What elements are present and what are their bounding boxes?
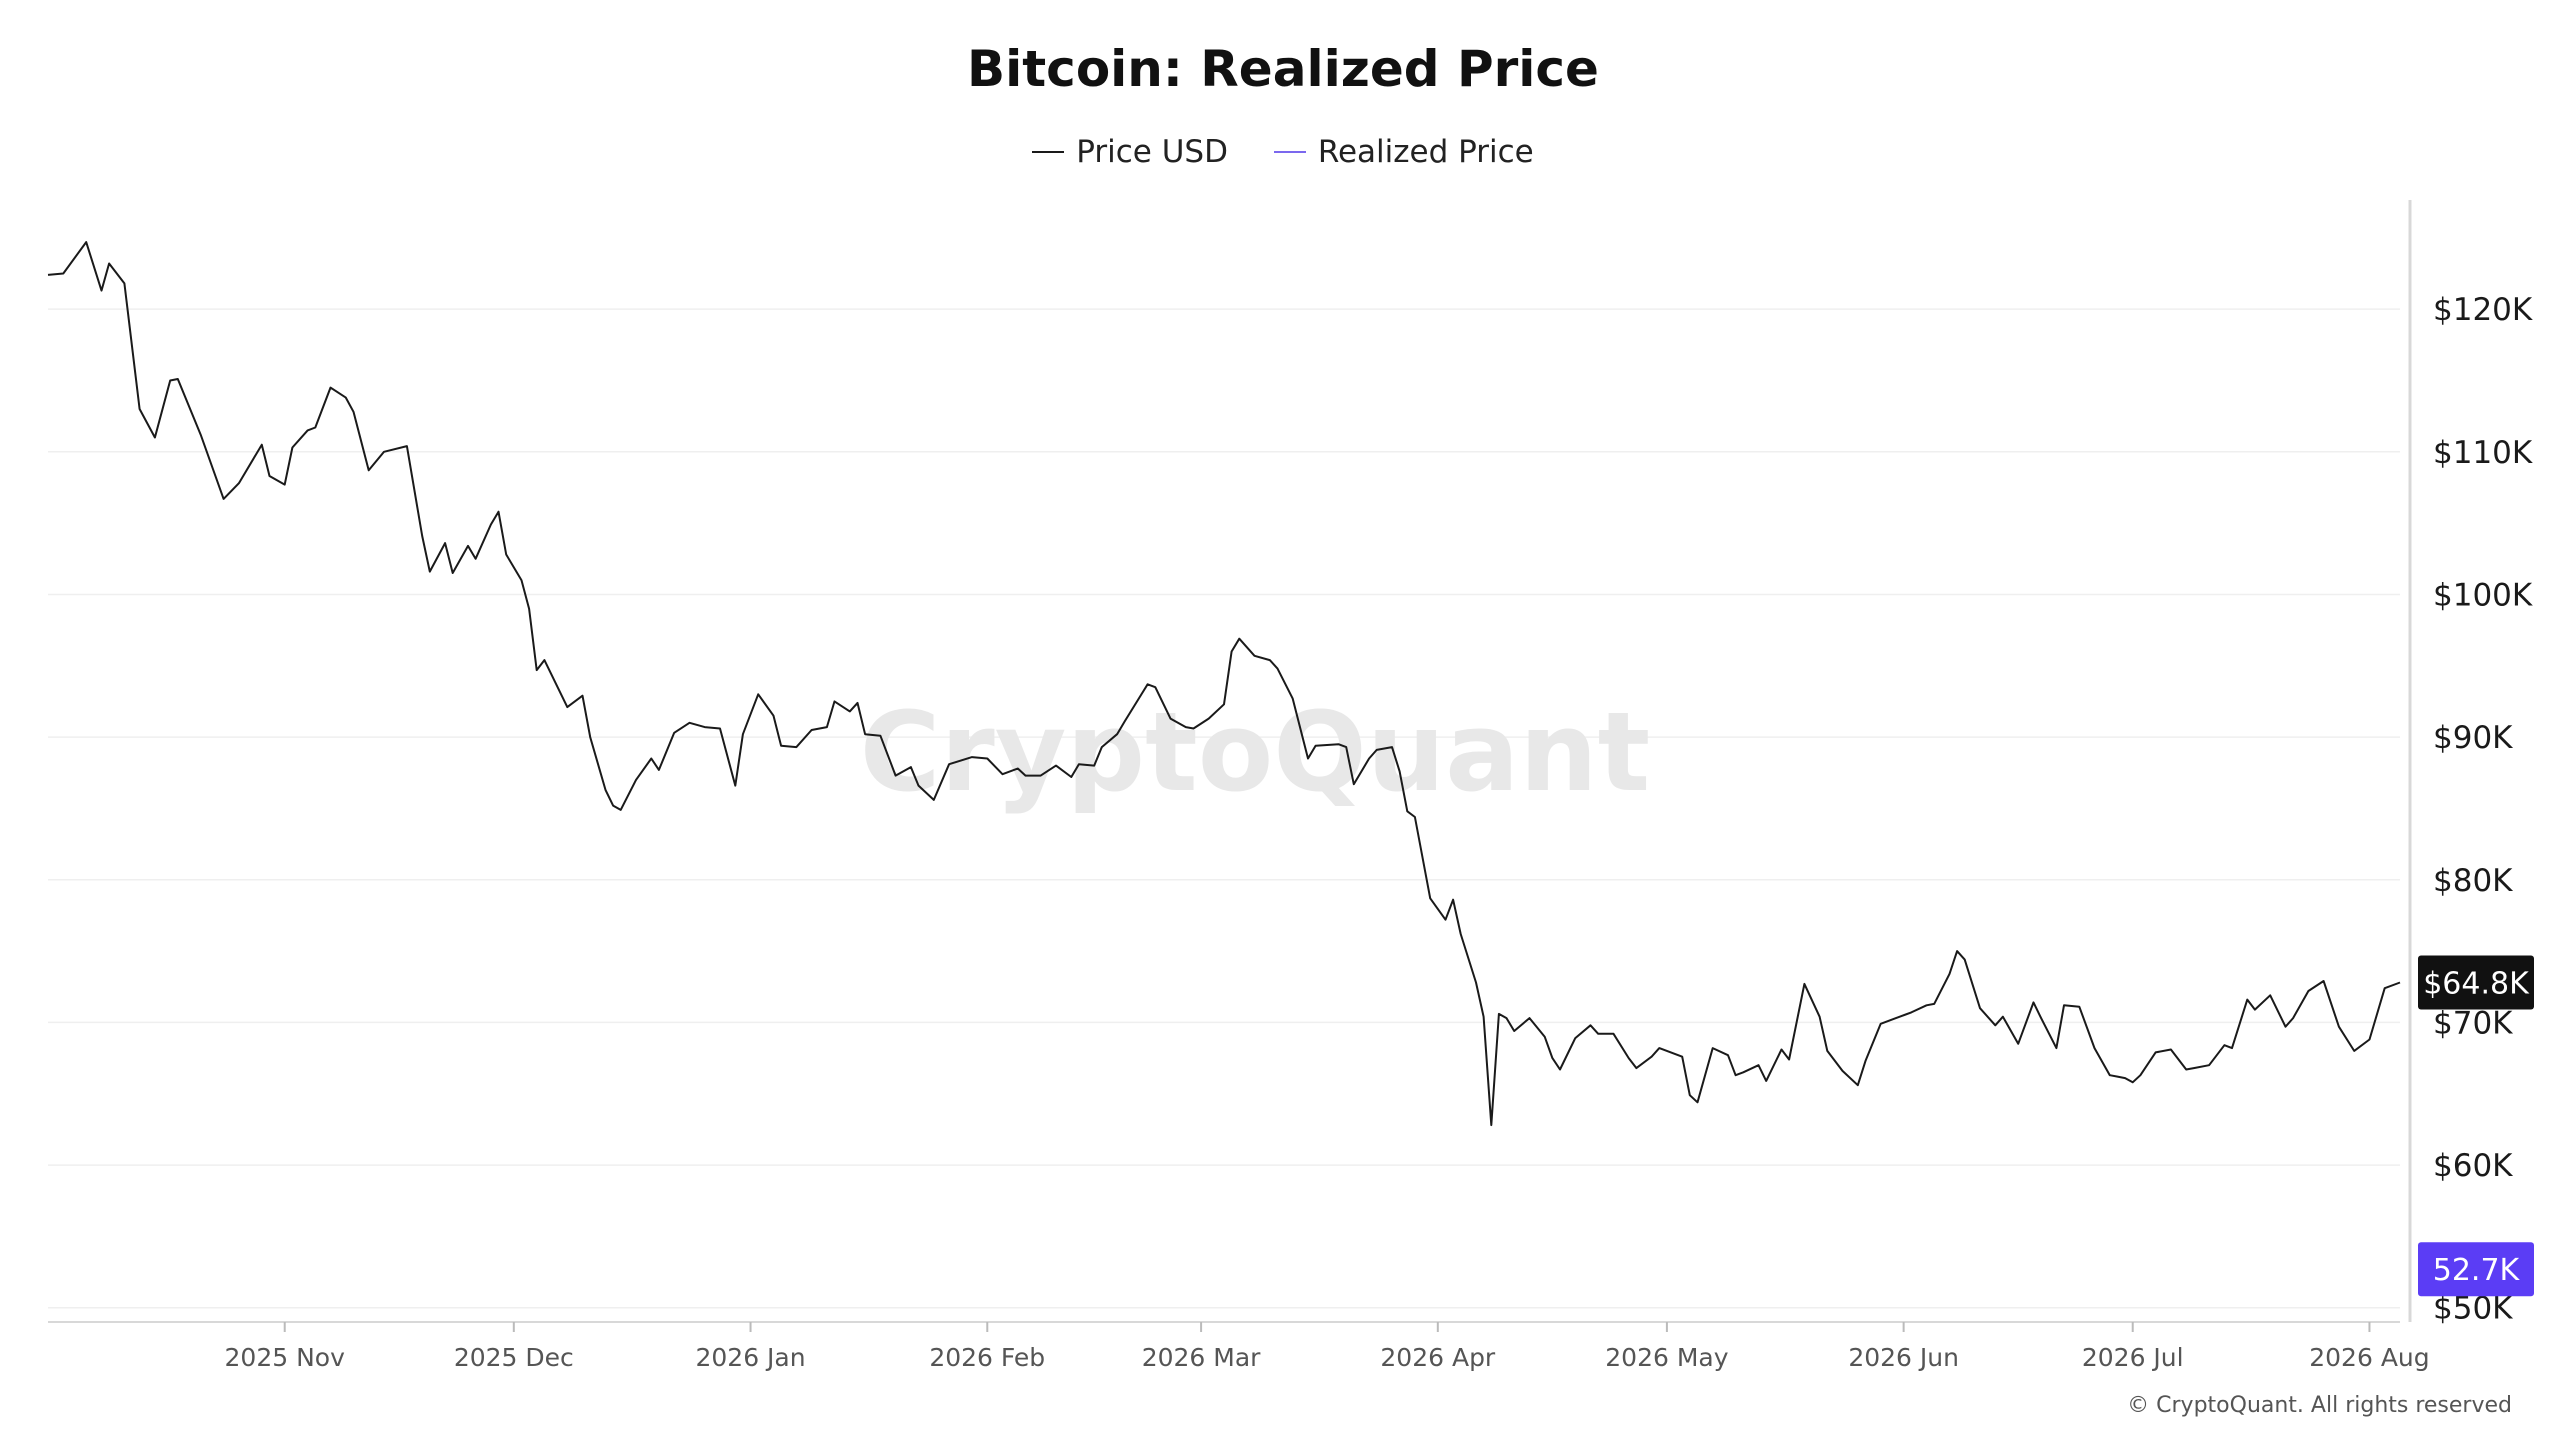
y-tick-label: $90K <box>2433 720 2513 756</box>
last-value-label: $64.8K <box>2423 966 2530 1001</box>
value-labels: $64.8K 52.7K <box>2418 955 2534 1297</box>
last-value-label: 52.7K <box>2433 1253 2521 1288</box>
axes: $50K $60K $70K $80K $90K $100K $110K $120K 2025 … <box>48 200 2533 1372</box>
x-tick-label: 2026 Jun <box>1848 1343 1959 1372</box>
legend-item-realized[interactable]: Realized Price <box>1273 134 1534 170</box>
y-tick-label: $100K <box>2433 577 2533 613</box>
grid-lines <box>48 308 2400 1309</box>
x-tick-label: 2026 May <box>1605 1343 1728 1372</box>
legend-label-price: Price USD <box>1076 134 1228 170</box>
legend-swatch-price <box>1032 151 1065 153</box>
legend-label-realized: Realized Price <box>1317 134 1534 170</box>
y-tick-label: $60K <box>2433 1148 2513 1184</box>
y-tick-label: $80K <box>2433 863 2513 899</box>
x-tick-label: 2025 Nov <box>225 1343 346 1372</box>
x-tick-label: 2025 Dec <box>454 1343 574 1372</box>
legend-item-price[interactable]: Price USD <box>1032 134 1228 170</box>
x-tick-label: 2026 Jan <box>695 1343 805 1372</box>
legend-swatch-realized <box>1273 151 1306 153</box>
copyright-text: © CryptoQuant. All rights reserved <box>2127 1393 2512 1418</box>
last-value-badge-bg <box>2418 955 2534 1010</box>
last-value-badge: $64.8K <box>2418 955 2534 1010</box>
y-tick-label: $70K <box>2433 1005 2513 1041</box>
x-tick-label: 2026 Feb <box>929 1343 1045 1372</box>
series-line-price-usd <box>47 241 2401 1127</box>
watermark: CryptoQuant <box>860 688 1651 816</box>
chart-title: Bitcoin: Realized Price <box>967 40 1599 98</box>
legend: Price USD Realized Price <box>0 125 2560 170</box>
x-tick-label: 2026 Apr <box>1380 1343 1496 1372</box>
y-tick-label: $50K <box>2433 1291 2513 1327</box>
x-tick-label: 2026 Mar <box>1142 1343 1261 1372</box>
last-value-badge: 52.7K <box>2418 1242 2534 1297</box>
series-layer <box>47 241 2401 1127</box>
y-tick-label: $110K <box>2433 435 2533 471</box>
last-value-badge-bg <box>2418 1242 2534 1297</box>
x-tick-label: 2026 Aug <box>2309 1343 2429 1372</box>
x-tick-label: 2026 Jul <box>2082 1343 2184 1372</box>
y-tick-label: $120K <box>2433 292 2533 328</box>
